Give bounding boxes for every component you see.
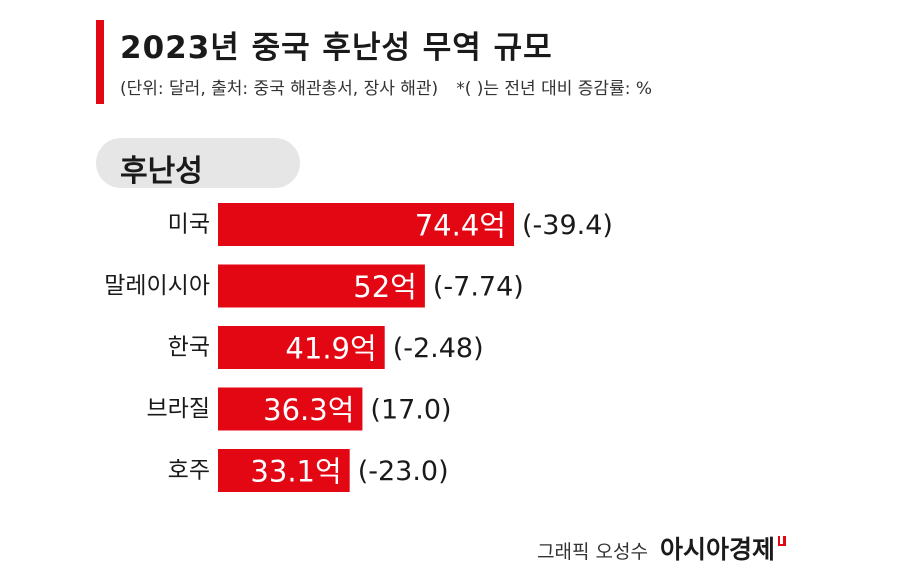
bar (218, 203, 514, 246)
change-label: (-23.0) (358, 456, 449, 487)
change-label: (-2.48) (393, 333, 484, 364)
value-label: 36.3억 (263, 393, 354, 427)
change-label: (17.0) (370, 395, 451, 426)
change-label: (-39.4) (522, 210, 613, 241)
title-accent-bar (96, 20, 104, 104)
value-label: 74.4억 (415, 209, 506, 243)
credit-text: 그래픽 오성수 (537, 541, 648, 563)
bar (218, 326, 385, 369)
category-label: 말레이시아 (104, 273, 210, 299)
change-note: *( )는 전년 대비 증감률: % (456, 79, 652, 99)
region-badge-label: 후난성 (120, 154, 203, 189)
bar (218, 387, 363, 431)
value-label: 33.1억 (250, 455, 341, 489)
region-badge: 후난성 (96, 138, 300, 189)
credit: 그래픽 오성수 아시아경제 (537, 530, 786, 566)
source-note: (단위: 달러, 출처: 중국 해관총서, 장사 해관) (120, 79, 439, 99)
subtitle: (단위: 달러, 출처: 중국 해관총서, 장사 해관) *( )는 전년 대비 … (120, 74, 652, 99)
bar (218, 264, 425, 308)
publisher-logo: 아시아경제 (659, 535, 775, 564)
category-label: 미국 (168, 212, 210, 238)
page-title: 2023년 중국 후난성 무역 규모 (120, 30, 553, 66)
bar (218, 449, 350, 492)
category-label: 한국 (168, 335, 210, 361)
value-label: 41.9억 (285, 332, 376, 366)
value-label: 52억 (353, 270, 417, 304)
category-label: 호주 (168, 458, 210, 484)
change-label: (-7.74) (433, 272, 524, 303)
category-label: 브라질 (147, 396, 210, 422)
logo-mark-icon (778, 536, 786, 546)
